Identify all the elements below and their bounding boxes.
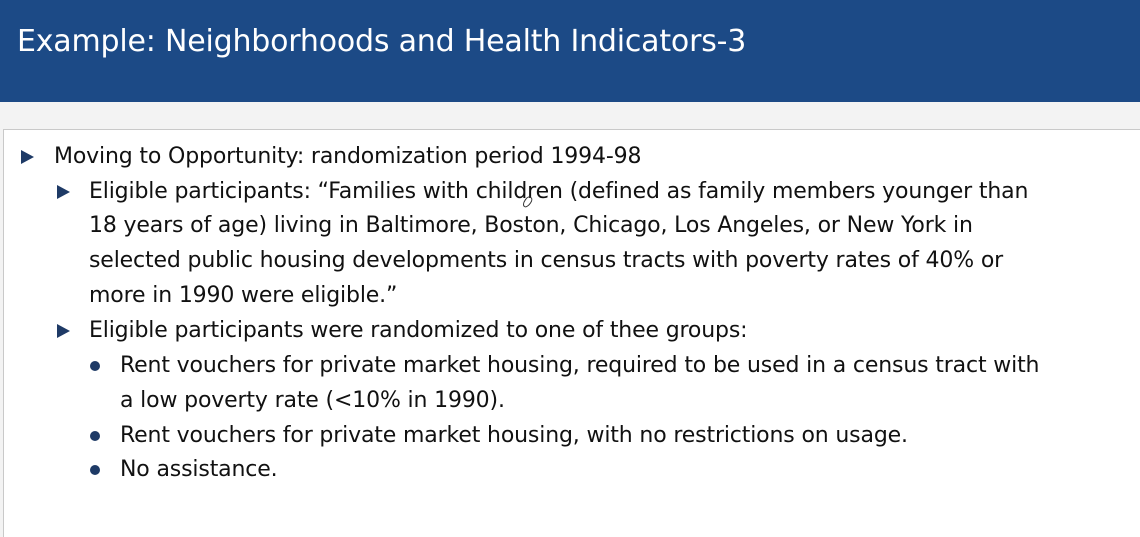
- triangle-bullet-icon: [57, 324, 70, 338]
- triangle-bullet-icon: [21, 150, 34, 164]
- bullet-moving-to-opportunity: Moving to Opportunity: randomization per…: [54, 144, 642, 169]
- dot-bullet-icon: [90, 465, 100, 475]
- bullet-randomized: Eligible participants were randomized to…: [89, 318, 748, 343]
- dot-bullet-icon: [90, 361, 100, 371]
- dot-bullet-icon: [90, 431, 100, 441]
- eligible-line-2: 18 years of age) living in Baltimore, Bo…: [89, 213, 973, 238]
- group-1-line-1: Rent vouchers for private market housing…: [120, 353, 1040, 378]
- eligible-line-3: selected public housing developments in …: [89, 248, 1004, 273]
- title-bar: Example: Neighborhoods and Health Indica…: [0, 0, 1140, 102]
- triangle-bullet-icon: [57, 185, 70, 199]
- eligible-line-1: Eligible participants: “Families with ch…: [89, 179, 1029, 204]
- slide-title: Example: Neighborhoods and Health Indica…: [17, 24, 747, 59]
- eligible-line-4: more in 1990 were eligible.”: [89, 283, 398, 308]
- group-2: Rent vouchers for private market housing…: [120, 423, 908, 448]
- group-1-line-2: a low poverty rate (<10% in 1990).: [120, 388, 505, 413]
- content-area: [3, 129, 1140, 537]
- group-3: No assistance.: [120, 457, 278, 482]
